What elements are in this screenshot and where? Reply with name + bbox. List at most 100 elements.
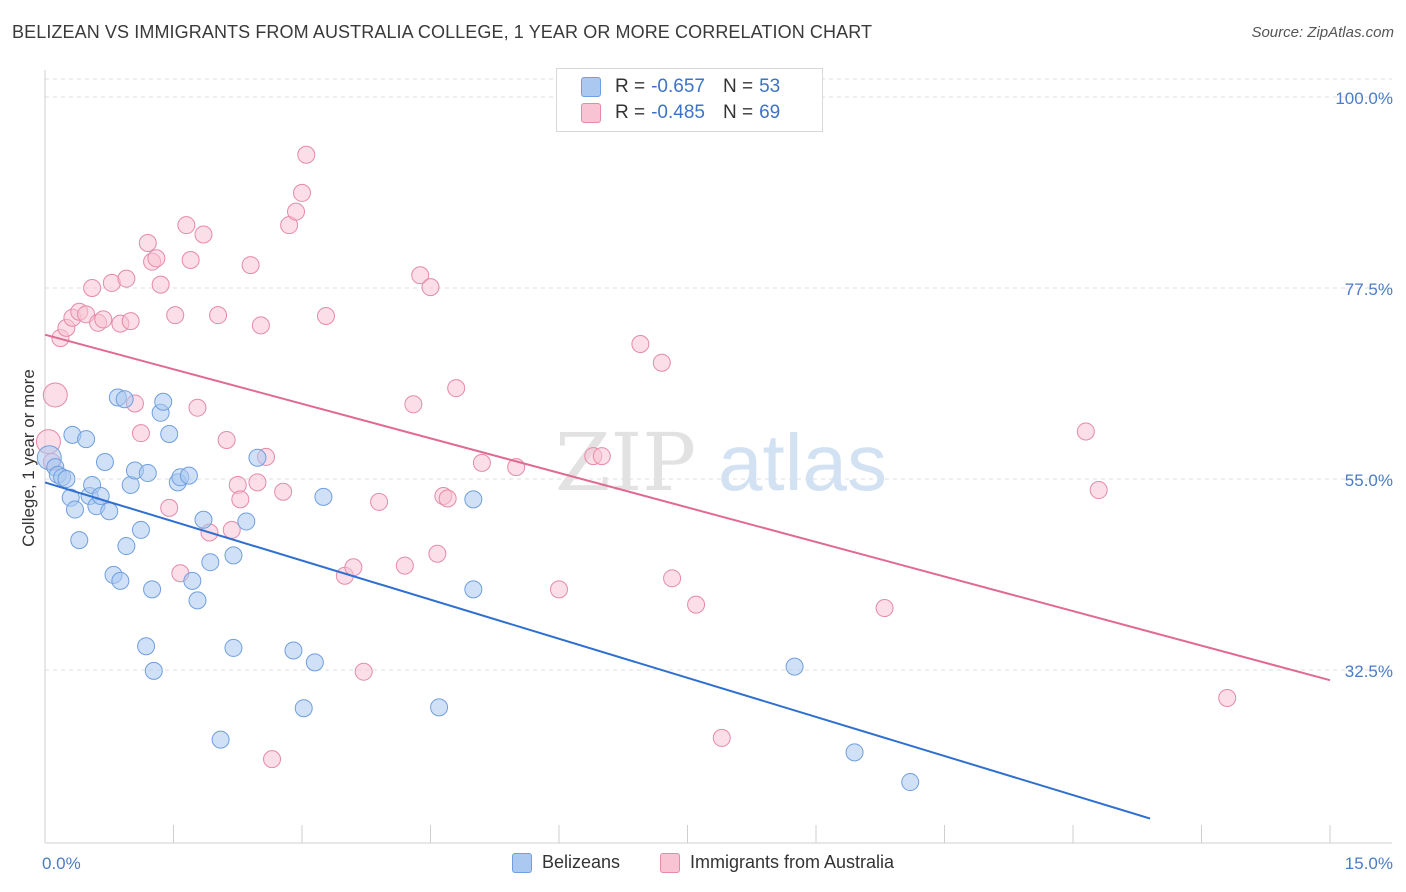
data-point	[314, 487, 333, 506]
data-point	[70, 531, 89, 550]
data-point	[211, 730, 230, 749]
data-point	[137, 637, 156, 656]
data-point	[293, 183, 311, 202]
data-point	[294, 699, 313, 718]
bottom-legend-belizeans: Belizeans	[512, 852, 620, 873]
legend-r-value: -0.485	[651, 102, 705, 123]
data-point	[138, 464, 157, 483]
x-tick-label: 0.0%	[42, 854, 81, 873]
data-point	[131, 520, 150, 539]
data-point	[263, 750, 282, 769]
data-point	[1089, 481, 1108, 500]
trend-line-immigrants	[44, 333, 1331, 682]
tick-labels: 100.0% 77.5% 55.0% 32.5% 0.0% 15.0%	[42, 89, 1393, 873]
data-point	[154, 392, 173, 411]
data-point	[177, 216, 196, 235]
watermark-zip: ZIP	[555, 416, 696, 509]
y-tick-label: 77.5%	[1345, 280, 1393, 299]
data-point	[550, 580, 568, 599]
data-point	[875, 599, 894, 618]
legend-swatch-pink	[581, 103, 601, 123]
chart-title: BELIZEAN VS IMMIGRANTS FROM AUSTRALIA CO…	[12, 22, 873, 42]
data-point	[237, 512, 256, 531]
data-point	[160, 498, 179, 517]
data-point	[100, 502, 119, 521]
bottom-legend: Belizeans Immigrants from Australia	[0, 852, 1406, 878]
data-point	[115, 390, 134, 409]
legend-n-value: 53	[759, 76, 781, 97]
data-point	[785, 657, 804, 676]
y-tick-label: 55.0%	[1345, 471, 1393, 490]
data-point	[901, 773, 920, 792]
data-point	[77, 430, 96, 449]
bottom-legend-immigrants: Immigrants from Australia	[660, 852, 894, 873]
legend-n-label: N =	[722, 102, 754, 123]
data-point	[217, 430, 236, 449]
trend-lines	[44, 333, 1331, 820]
data-point	[712, 728, 731, 747]
data-point	[663, 569, 682, 588]
legend-r-label: R =	[615, 76, 646, 97]
y-tick-label: 32.5%	[1345, 662, 1393, 681]
grid-lines	[45, 78, 1392, 671]
bottom-legend-label: Belizeans	[542, 852, 621, 872]
data-point	[224, 638, 243, 657]
bottom-legend-label: Immigrants from Australia	[690, 852, 895, 872]
data-point	[447, 379, 466, 398]
legend-n-value: 69	[759, 102, 781, 123]
data-point	[94, 310, 113, 329]
data-point	[370, 492, 389, 511]
data-point	[131, 424, 150, 443]
trend-line-belizeans	[44, 481, 1151, 820]
data-point	[305, 653, 324, 672]
data-point	[83, 279, 102, 297]
data-point	[404, 395, 423, 414]
data-point	[224, 546, 243, 565]
data-point	[592, 447, 611, 466]
data-point	[472, 453, 491, 472]
data-point	[201, 553, 220, 572]
data-point	[274, 482, 293, 501]
data-point	[144, 661, 163, 680]
data-point	[248, 473, 267, 492]
data-point	[57, 470, 76, 488]
data-point	[65, 500, 84, 519]
legend: R = -0.657 N = 53 R = -0.485 N = 69	[556, 68, 823, 132]
y-axis-title: College, 1 year or more	[19, 369, 38, 547]
y-tick-label: 100.0%	[1335, 89, 1393, 108]
data-point	[438, 489, 457, 508]
data-point	[248, 448, 267, 467]
data-point	[631, 335, 650, 354]
data-point	[287, 202, 306, 221]
x-tick-label: 15.0%	[1345, 854, 1393, 873]
legend-r-value: -0.657	[651, 76, 705, 97]
data-point	[111, 571, 130, 590]
legend-row-immigrants: R = -0.485 N = 69	[557, 100, 780, 126]
watermark: ZIP atlas	[555, 416, 887, 509]
legend-n-label: N =	[722, 76, 754, 97]
data-point	[284, 641, 303, 660]
data-point	[121, 312, 140, 331]
data-point	[147, 249, 166, 268]
data-point	[344, 558, 363, 577]
bottom-legend-swatch-blue	[512, 852, 532, 873]
data-point	[354, 662, 373, 681]
data-point	[251, 316, 270, 335]
data-point	[430, 698, 449, 717]
data-point	[395, 556, 414, 575]
source-label: Source: ZipAtlas.com	[1251, 24, 1394, 41]
data-point	[241, 256, 260, 275]
data-point	[179, 466, 198, 485]
data-point	[411, 266, 430, 285]
data-point	[138, 234, 157, 253]
data-point	[42, 382, 68, 408]
data-point	[117, 269, 136, 288]
data-point	[316, 307, 335, 326]
data-point	[687, 595, 706, 614]
bottom-legend-swatch-pink	[660, 852, 680, 873]
data-point	[183, 571, 202, 590]
data-point	[160, 425, 179, 444]
data-point	[652, 353, 671, 372]
data-point	[181, 250, 200, 269]
